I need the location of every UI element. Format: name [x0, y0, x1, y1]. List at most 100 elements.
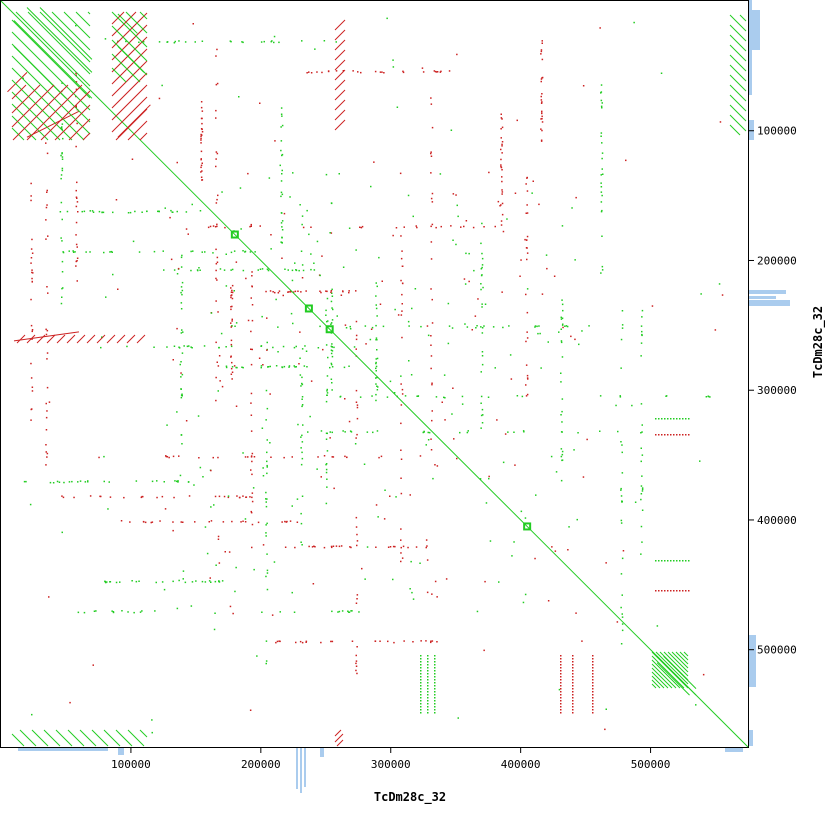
dot-917	[241, 366, 243, 368]
highlight-0	[230, 230, 239, 239]
dot-657	[641, 431, 643, 433]
dot-401	[375, 370, 377, 372]
dot-1244	[482, 286, 484, 289]
dot-98	[76, 280, 78, 282]
dot-1694	[592, 709, 594, 711]
dot-1302	[425, 539, 428, 541]
dot-899	[190, 346, 192, 348]
dot-1256	[180, 372, 182, 374]
dot-215	[250, 511, 253, 514]
segment-101	[139, 729, 148, 738]
dot-598	[600, 272, 602, 274]
dot-1113	[330, 545, 333, 548]
x-tick-label-0: 100000	[111, 758, 151, 771]
dot-1658	[572, 661, 574, 663]
dot-378	[356, 646, 358, 648]
dot-654	[641, 488, 644, 491]
dot-372	[356, 433, 358, 436]
dot-1191	[351, 640, 354, 642]
dot-1485	[217, 311, 219, 313]
dot-6	[31, 277, 33, 280]
dot-920	[267, 366, 269, 368]
dot-135	[200, 171, 202, 173]
dot-1035	[177, 481, 179, 483]
dot-900	[333, 346, 335, 349]
dot-945	[619, 395, 621, 397]
dot-581	[561, 324, 564, 326]
dot-510	[501, 180, 503, 183]
dot-1318	[235, 261, 238, 263]
dot-1036	[163, 481, 165, 483]
dot-482	[480, 402, 482, 404]
dot-1283	[265, 491, 267, 494]
dot-1330	[185, 420, 188, 422]
dot-1266	[447, 302, 450, 305]
dot-1220	[235, 566, 237, 569]
dot-813	[259, 268, 262, 270]
dot-1508	[336, 315, 338, 317]
dot-682	[263, 40, 265, 43]
coverage-bar-3	[748, 290, 786, 294]
dot-1546	[158, 97, 161, 100]
dot-112	[181, 352, 184, 354]
dot-563	[541, 111, 543, 113]
dot-188	[231, 320, 233, 322]
dot-1575	[605, 562, 607, 564]
dot-1331	[232, 612, 234, 615]
dot-1643	[560, 676, 562, 678]
segment-121	[96, 334, 106, 344]
dot-1029	[63, 481, 65, 484]
dot-1005	[331, 456, 333, 458]
dot-314	[325, 438, 328, 440]
dot-368	[355, 401, 358, 403]
dot-846	[320, 291, 322, 294]
segment-100	[127, 729, 145, 747]
dot-1025	[174, 480, 176, 482]
dot-459	[430, 355, 433, 357]
dot-928	[235, 366, 237, 369]
dot-1725	[670, 560, 672, 562]
dot-1625	[434, 682, 436, 684]
dot-1361	[282, 294, 284, 297]
dot-42	[45, 451, 47, 453]
dot-364	[355, 348, 357, 350]
dot-216	[251, 271, 253, 273]
dot-1442	[520, 259, 522, 261]
dot-959	[339, 396, 341, 398]
dot-963	[344, 431, 346, 433]
dot-878	[534, 326, 536, 328]
dot-1521	[494, 367, 496, 369]
segment-63	[651, 671, 669, 689]
dot-78	[76, 197, 78, 199]
dot-439	[400, 404, 403, 406]
dot-1670	[572, 697, 574, 699]
dot-1450	[179, 474, 182, 477]
dot-1295	[476, 610, 479, 613]
segment-93	[43, 729, 61, 747]
dot-436	[400, 257, 403, 260]
dot-1582	[420, 673, 422, 675]
dot-159	[215, 151, 218, 153]
segment-122	[106, 334, 116, 344]
dot-1650	[560, 697, 562, 699]
dot-1211	[234, 590, 236, 593]
dot-1635	[434, 712, 436, 714]
dot-1634	[434, 709, 436, 711]
dot-101	[75, 88, 78, 91]
dot-808	[313, 269, 316, 271]
dot-1620	[434, 667, 436, 669]
dot-1313	[319, 274, 321, 277]
dot-402	[376, 389, 379, 391]
dot-1596	[427, 655, 429, 657]
dot-1175	[412, 641, 414, 643]
dot-545	[526, 331, 528, 333]
dot-750	[134, 210, 136, 213]
segment-115	[36, 334, 46, 344]
dot-784	[254, 251, 256, 253]
dot-1506	[581, 640, 583, 642]
dot-1286	[242, 452, 244, 454]
dot-371	[356, 544, 358, 547]
segment-120	[86, 334, 96, 344]
dot-816	[230, 269, 232, 271]
dot-1152	[293, 611, 296, 613]
